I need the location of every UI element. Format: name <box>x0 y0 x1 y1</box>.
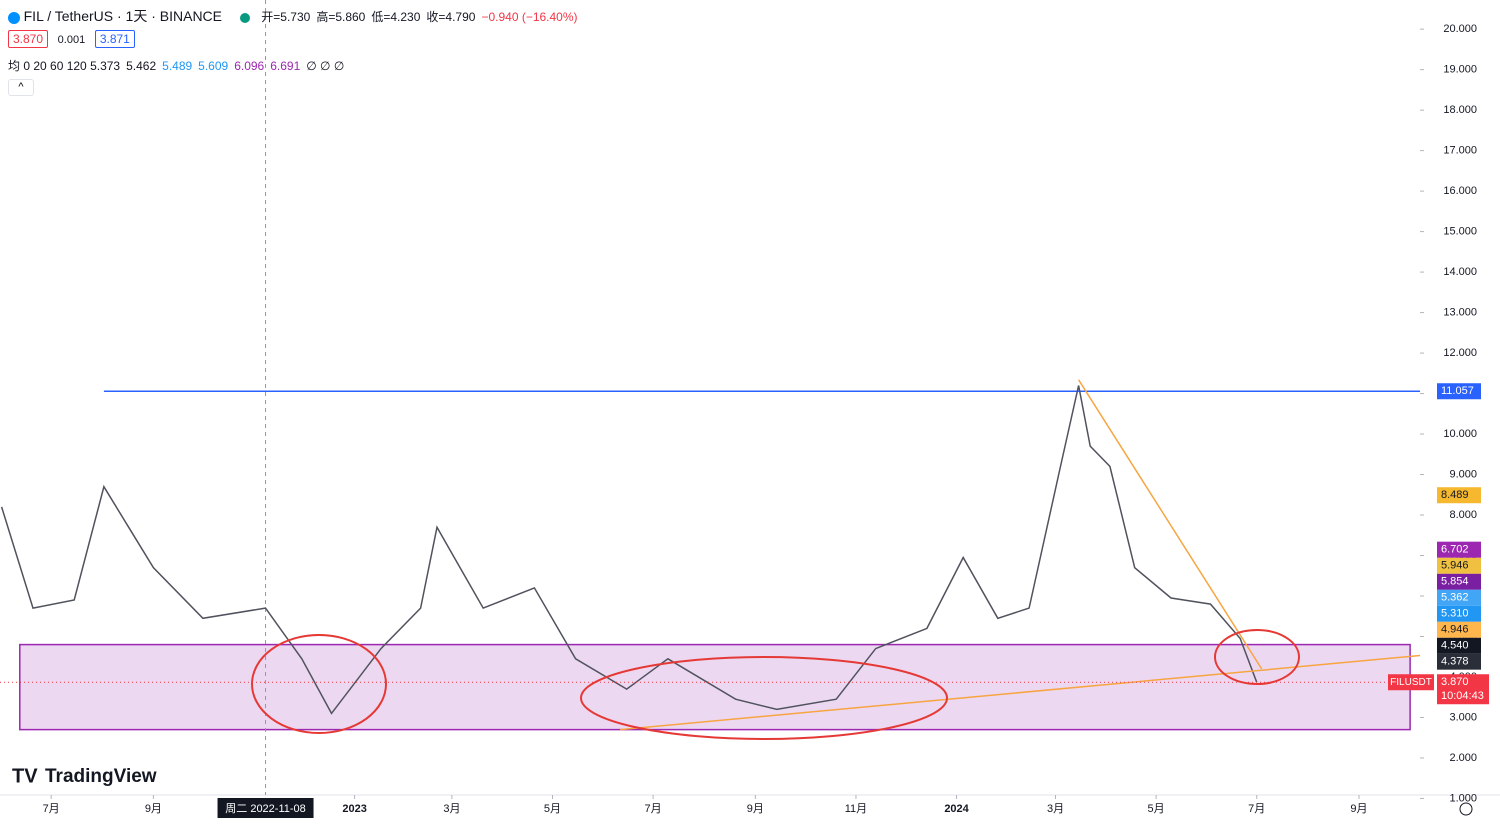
price-tag-bg <box>1437 621 1481 638</box>
spread: 0.001 <box>57 34 86 46</box>
ohlc: 开=5.730 高=5.860 低=4.230 收=4.790 −0.940 (−16.… <box>261 10 583 24</box>
y-tick-label: 8.000 <box>1449 509 1477 521</box>
x-tick-label: 2024 <box>944 803 969 815</box>
y-tick-label: 17.000 <box>1443 145 1477 157</box>
x-tick-label: 9月 <box>1350 803 1367 815</box>
y-tick-label: 14.000 <box>1443 266 1477 278</box>
price-tag-label: 6.702 <box>1441 544 1469 556</box>
y-tick-label: 16.000 <box>1443 185 1477 197</box>
ma-value: 5.462 <box>126 59 157 73</box>
highlight-ellipse <box>1214 629 1300 685</box>
ohlc-value: 开=5.730 <box>261 10 311 24</box>
price-tag-bg <box>1437 557 1481 574</box>
ma-value: 5.609 <box>198 59 229 73</box>
price-tag-bg <box>1437 637 1481 654</box>
crosshair-label: 周二 2022-11-08 <box>225 802 306 815</box>
plot-area <box>0 0 1421 795</box>
bid-box[interactable]: 3.870 <box>8 30 49 48</box>
highlight-ellipse <box>251 634 387 734</box>
trend-line <box>1077 379 1263 670</box>
ohlc-value: 高=5.860 <box>316 10 366 24</box>
price-tag-label: 4.540 <box>1441 640 1469 652</box>
y-tick-label: 9.000 <box>1449 468 1477 480</box>
y-tick-label: 13.000 <box>1443 306 1477 318</box>
y-tick-label: 2.000 <box>1449 752 1477 764</box>
ma-value: 6.096 <box>234 59 265 73</box>
x-tick-label: 3月 <box>443 803 460 815</box>
x-tick-label: 5月 <box>544 803 561 815</box>
ma-label: 均 0 20 60 120 <box>8 59 87 73</box>
price-tag-bg <box>1437 589 1481 606</box>
y-tick-label: 10.000 <box>1443 428 1477 440</box>
x-tick-label: 9月 <box>145 803 162 815</box>
x-tick-label: 2023 <box>342 803 366 815</box>
x-tick-label: 5月 <box>1148 803 1165 815</box>
price-tag-label: 5.946 <box>1441 560 1469 572</box>
y-tick-label: 18.000 <box>1443 104 1477 116</box>
countdown: 10:04:43 <box>1441 690 1484 702</box>
price-tag-bg <box>1437 573 1481 590</box>
price-tag-label: 4.946 <box>1441 624 1469 636</box>
ma-value: 5.373 <box>90 59 121 73</box>
quote-row: 3.870 0.001 3.871 <box>8 30 141 48</box>
settings-button[interactable] <box>1459 802 1473 816</box>
status-dot <box>239 12 250 23</box>
price-tag-bg <box>1437 605 1481 622</box>
price-tag-label: 5.310 <box>1441 608 1469 620</box>
y-tick-label: 1.000 <box>1449 792 1477 804</box>
header: FIL / TetherUS · 1天 · BINANCE 开=5.730 高=5… <box>8 6 584 26</box>
ma-value: 6.691 <box>270 59 301 73</box>
y-tick-label: 12.000 <box>1443 347 1477 359</box>
x-tick-label: 3月 <box>1047 803 1064 815</box>
symbol-title: FIL / TetherUS · 1天 · BINANCE <box>23 8 223 24</box>
ohlc-value: −0.940 (−16.40%) <box>481 10 578 24</box>
ohlc-value: 低=4.230 <box>371 10 421 24</box>
ma-value: 5.489 <box>162 59 193 73</box>
price-tag-label: 4.378 <box>1441 656 1469 668</box>
ma-legend: 均 0 20 60 120 5.373 5.462 5.489 5.609 6.096 6… <box>8 57 350 74</box>
trend-line <box>620 654 1421 731</box>
price-tag-label: 11.057 <box>1441 385 1474 397</box>
crosshair-label-bg <box>217 798 314 818</box>
y-tick-label: 3.000 <box>1449 711 1477 723</box>
x-tick-label: 7月 <box>43 803 60 815</box>
x-tick-label: 9月 <box>747 803 764 815</box>
x-tick-label: 7月 <box>1248 803 1265 815</box>
price-tag-label: 8.489 <box>1441 489 1469 501</box>
logo-text: TradingView <box>45 766 157 787</box>
y-tick-label: 20.000 <box>1443 23 1477 35</box>
symbol-tag: FILUSDT <box>1390 677 1432 688</box>
logo-mark: TV <box>12 765 38 787</box>
y-tick-label: 15.000 <box>1443 226 1477 238</box>
symbol-icon <box>8 11 20 24</box>
price-tag-label: 5.362 <box>1441 592 1469 604</box>
ma-value: ∅ ∅ ∅ <box>306 59 345 73</box>
price-tag-bg <box>1437 487 1481 504</box>
collapse-button[interactable]: ^ <box>8 79 34 96</box>
price-tag-bg <box>1437 674 1489 705</box>
price-tag-bg <box>1437 653 1481 670</box>
highlight-ellipse <box>580 656 948 740</box>
price-tag-label: 3.870 <box>1441 676 1469 688</box>
ohlc-value: 收=4.790 <box>426 10 476 24</box>
y-tick-label: 19.000 <box>1443 64 1477 76</box>
logo: TV TradingView <box>12 765 157 787</box>
price-tag-bg <box>1437 383 1481 400</box>
price-tag-bg <box>1437 541 1481 558</box>
symbol-tag-bg <box>1388 674 1434 691</box>
ask-box[interactable]: 3.871 <box>94 30 135 48</box>
price-line <box>0 385 1258 715</box>
x-tick-label: 7月 <box>645 803 662 815</box>
price-tag-label: 5.854 <box>1441 576 1469 588</box>
x-tick-label: 11月 <box>845 803 867 815</box>
